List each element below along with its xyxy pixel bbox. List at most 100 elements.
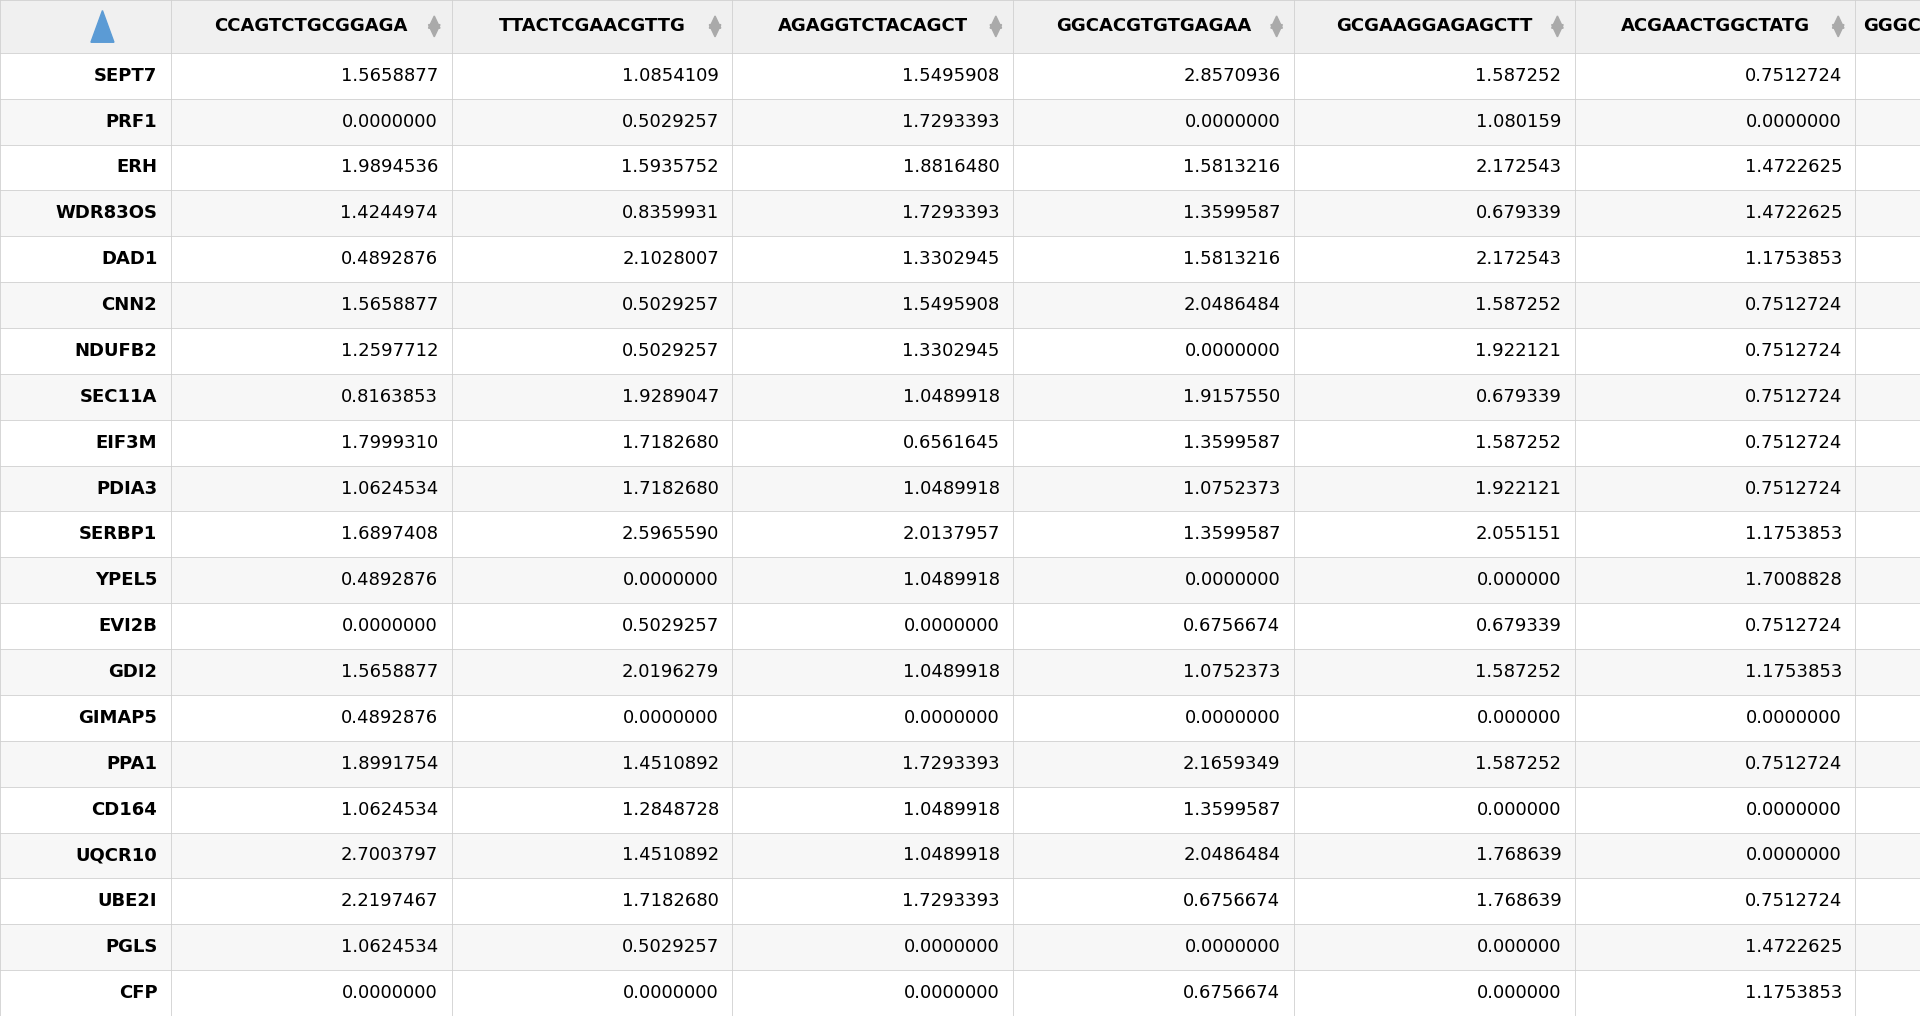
Bar	[451, 879, 732, 925]
Bar	[732, 925, 1014, 970]
Bar	[732, 237, 1014, 282]
Bar	[0, 970, 171, 1016]
Bar	[171, 695, 451, 741]
Bar	[1855, 786, 1920, 832]
Text: 1.4244974: 1.4244974	[340, 204, 438, 223]
Text: 0.0000000: 0.0000000	[904, 709, 1000, 726]
Bar	[0, 282, 171, 328]
Bar	[1014, 786, 1294, 832]
Text: 2.172543: 2.172543	[1475, 158, 1561, 177]
Text: 0.7512724: 0.7512724	[1745, 67, 1841, 84]
Bar	[732, 53, 1014, 99]
Polygon shape	[90, 10, 113, 43]
Bar	[732, 695, 1014, 741]
Text: 0.6756674: 0.6756674	[1183, 617, 1281, 635]
Bar	[451, 328, 732, 374]
Bar	[0, 832, 171, 879]
Bar	[451, 144, 732, 190]
Bar	[171, 328, 451, 374]
Text: 0.7512724: 0.7512724	[1745, 480, 1841, 498]
Bar	[1574, 970, 1855, 1016]
Bar	[451, 0, 732, 53]
Text: 1.1753853: 1.1753853	[1745, 663, 1841, 681]
Text: 0.6756674: 0.6756674	[1183, 892, 1281, 910]
Text: 0.7512724: 0.7512724	[1745, 892, 1841, 910]
Bar	[171, 420, 451, 465]
Text: 1.6897408: 1.6897408	[342, 525, 438, 544]
Bar	[451, 282, 732, 328]
Bar	[732, 649, 1014, 695]
Text: 0.4892876: 0.4892876	[342, 709, 438, 726]
Bar	[451, 465, 732, 511]
Bar	[732, 144, 1014, 190]
Bar	[1014, 237, 1294, 282]
Bar	[1014, 604, 1294, 649]
Bar	[451, 53, 732, 99]
Text: GGCACGTGTGAGAA: GGCACGTGTGAGAA	[1056, 17, 1252, 36]
Bar	[1014, 282, 1294, 328]
Bar	[0, 53, 171, 99]
Bar	[451, 237, 732, 282]
Bar	[1855, 970, 1920, 1016]
Bar	[171, 144, 451, 190]
Text: 0.8163853: 0.8163853	[342, 388, 438, 405]
Text: 1.0624534: 1.0624534	[342, 801, 438, 819]
Bar	[732, 832, 1014, 879]
Bar	[1574, 190, 1855, 237]
Text: 1.0489918: 1.0489918	[902, 663, 1000, 681]
Polygon shape	[1832, 16, 1843, 28]
Bar	[0, 695, 171, 741]
Text: 1.3599587: 1.3599587	[1183, 434, 1281, 452]
Text: 0.0000000: 0.0000000	[1747, 846, 1841, 865]
Text: 0.7512724: 0.7512724	[1745, 296, 1841, 314]
Bar	[0, 925, 171, 970]
Polygon shape	[991, 16, 1002, 28]
Text: 0.5029257: 0.5029257	[622, 617, 718, 635]
Bar	[732, 99, 1014, 144]
Bar	[451, 925, 732, 970]
Polygon shape	[428, 16, 440, 28]
Bar	[1014, 741, 1294, 786]
Bar	[0, 786, 171, 832]
Bar	[1855, 695, 1920, 741]
Text: 2.0196279: 2.0196279	[622, 663, 718, 681]
Bar	[1574, 741, 1855, 786]
Text: ACGAACTGGCTATG: ACGAACTGGCTATG	[1620, 17, 1811, 36]
Bar	[1294, 0, 1574, 53]
Text: 2.2197467: 2.2197467	[340, 892, 438, 910]
Bar	[732, 420, 1014, 465]
Bar	[1855, 282, 1920, 328]
Text: 0.0000000: 0.0000000	[1185, 113, 1281, 131]
Text: 0.0000000: 0.0000000	[1185, 571, 1281, 589]
Text: 1.9289047: 1.9289047	[622, 388, 718, 405]
Bar	[1574, 879, 1855, 925]
Bar	[1014, 511, 1294, 558]
Text: 1.3599587: 1.3599587	[1183, 525, 1281, 544]
Bar	[1294, 374, 1574, 420]
Bar	[1294, 786, 1574, 832]
Text: 1.5658877: 1.5658877	[342, 67, 438, 84]
Bar	[451, 649, 732, 695]
Text: 1.0624534: 1.0624534	[342, 480, 438, 498]
Bar	[1294, 328, 1574, 374]
Text: 1.5495908: 1.5495908	[902, 296, 1000, 314]
Bar	[171, 832, 451, 879]
Bar	[1014, 832, 1294, 879]
Text: 1.5658877: 1.5658877	[342, 296, 438, 314]
Text: GGGC: GGGC	[1862, 17, 1920, 36]
Text: 1.1753853: 1.1753853	[1745, 525, 1841, 544]
Text: 1.0854109: 1.0854109	[622, 67, 718, 84]
Bar	[0, 879, 171, 925]
Bar	[1294, 649, 1574, 695]
Bar	[1294, 604, 1574, 649]
Bar	[171, 190, 451, 237]
Bar	[1855, 879, 1920, 925]
Bar	[1014, 925, 1294, 970]
Text: PGLS: PGLS	[106, 938, 157, 956]
Text: 1.7182680: 1.7182680	[622, 892, 718, 910]
Text: 0.000000: 0.000000	[1476, 938, 1561, 956]
Text: UQCR10: UQCR10	[75, 846, 157, 865]
Bar	[1574, 237, 1855, 282]
Text: 1.5935752: 1.5935752	[622, 158, 718, 177]
Text: 1.9894536: 1.9894536	[340, 158, 438, 177]
